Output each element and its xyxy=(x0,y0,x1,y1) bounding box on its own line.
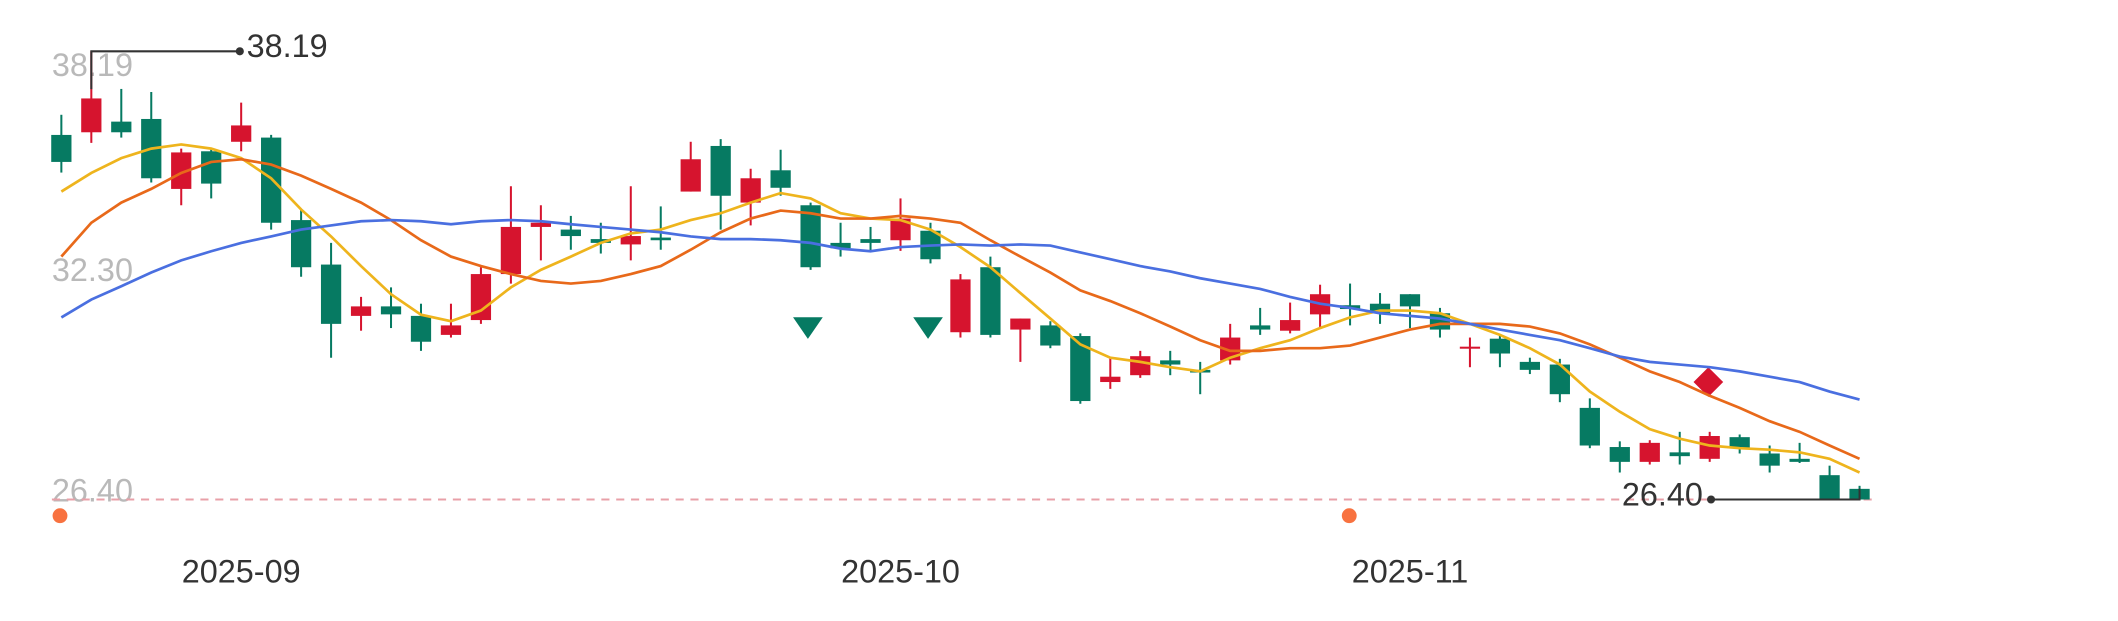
candle-body xyxy=(1579,407,1600,446)
candle-body xyxy=(410,315,432,342)
candle-body xyxy=(201,151,222,184)
candle-body xyxy=(1699,436,1720,459)
candle-body xyxy=(890,218,911,241)
candle-body xyxy=(1519,361,1541,370)
x-tick-label: 2025-09 xyxy=(182,553,301,589)
candle-body xyxy=(1459,346,1481,349)
candle-body xyxy=(560,229,581,237)
candle-body xyxy=(1789,458,1810,462)
candle-body xyxy=(1040,325,1061,346)
candle-body xyxy=(1250,325,1271,330)
candle-body xyxy=(470,274,492,321)
y-tick-label: 32.30 xyxy=(52,252,133,288)
min-label: 26.40 xyxy=(1622,476,1703,512)
candle-body xyxy=(590,239,611,243)
pointer-dot xyxy=(235,47,244,56)
candle-body xyxy=(320,264,342,324)
candle-body xyxy=(800,205,821,268)
candle-body xyxy=(111,121,132,133)
candle-body xyxy=(1130,356,1151,376)
candle-body xyxy=(1729,437,1750,449)
sell-marker xyxy=(793,317,823,339)
candle-body xyxy=(380,306,402,315)
sell-marker xyxy=(913,317,943,339)
candle-body xyxy=(1609,447,1630,462)
max-label: 38.19 xyxy=(247,28,328,64)
candle-body xyxy=(1819,475,1840,500)
candle-body xyxy=(1100,376,1121,383)
candle-body xyxy=(1160,360,1181,365)
y-tick-label: 38.19 xyxy=(52,47,133,83)
y-tick-label: 26.40 xyxy=(52,472,133,508)
candle-body xyxy=(830,242,851,249)
candle-body xyxy=(1010,318,1031,330)
max-pointer xyxy=(90,50,240,90)
candle-body xyxy=(1759,453,1780,466)
candle-body xyxy=(1399,294,1421,307)
candle-body xyxy=(1489,338,1511,354)
candle-body xyxy=(1549,364,1570,395)
candle-body xyxy=(350,306,372,316)
candle-body xyxy=(680,159,701,192)
pointer-dot xyxy=(1707,495,1716,504)
event-dot xyxy=(52,508,68,524)
candle-body xyxy=(980,267,1001,335)
candle-body xyxy=(950,279,971,333)
candle-body xyxy=(1639,442,1660,462)
candle-body xyxy=(860,239,881,243)
event-dot xyxy=(1341,508,1357,524)
candle-body xyxy=(51,134,72,162)
candle-body xyxy=(620,236,641,245)
moving-average-line xyxy=(60,157,1861,461)
candle-body xyxy=(500,226,522,275)
x-tick-label: 2025-11 xyxy=(1352,553,1468,589)
moving-average-line xyxy=(60,143,1861,474)
candle-body xyxy=(1669,452,1690,457)
candle-body xyxy=(530,222,551,227)
candle-body xyxy=(171,152,192,189)
x-tick-label: 2025-10 xyxy=(841,553,960,589)
candle-body xyxy=(231,125,252,142)
candle-body xyxy=(81,98,102,133)
candle-body xyxy=(440,325,462,335)
candle-body xyxy=(290,220,312,268)
candle-body xyxy=(1279,320,1301,331)
candle-body xyxy=(1220,337,1241,361)
moving-average-line xyxy=(60,218,1860,401)
signal-marker xyxy=(1693,367,1724,397)
candle-body xyxy=(770,170,791,188)
min-pointer xyxy=(1711,488,1861,501)
candle-body xyxy=(1369,303,1391,314)
candle-body xyxy=(710,145,731,196)
candle-body xyxy=(740,178,761,203)
candle-body xyxy=(1070,336,1091,402)
candle-body xyxy=(650,237,671,241)
